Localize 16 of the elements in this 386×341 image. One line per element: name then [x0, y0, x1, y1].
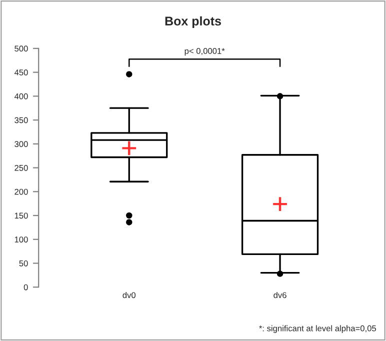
y-tick-label: 100: [14, 236, 28, 242]
y-tick-label: 300: [14, 141, 28, 148]
x-tick-label: dv6: [274, 292, 286, 298]
y-tick-label: 250: [14, 164, 28, 171]
y-tick-label: 450: [14, 69, 28, 76]
y-tick-label: 500: [14, 46, 28, 52]
y-tick-label: 0: [24, 284, 28, 290]
annotation: p< 0,0001*: [184, 48, 225, 56]
text: *: significant at level alpha=0,05: [259, 325, 376, 333]
y-tick-label: 200: [14, 188, 28, 195]
y-tick-label: 50: [19, 260, 28, 266]
y-tick-label: 350: [14, 117, 28, 124]
x-tick-label: dv0: [122, 292, 136, 298]
chart-title: Box plots: [165, 16, 221, 28]
y-tick-label: 400: [14, 93, 28, 100]
y-tick-label: 150: [14, 212, 28, 219]
